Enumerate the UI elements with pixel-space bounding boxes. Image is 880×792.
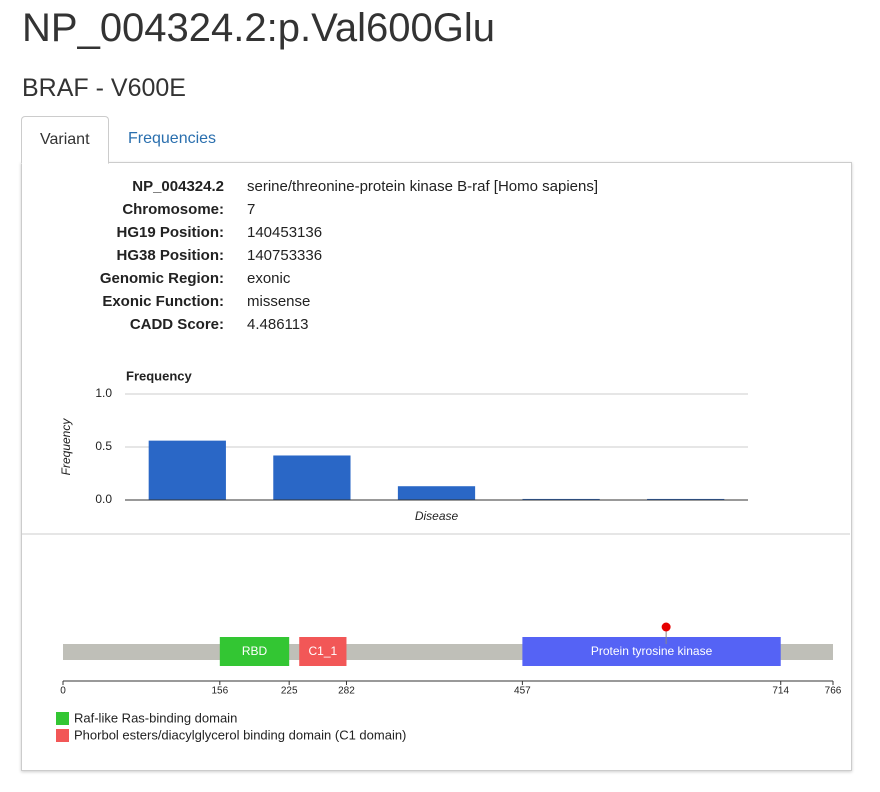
x-tick-label: 156 xyxy=(211,686,228,697)
domain-label: C1_1 xyxy=(309,644,338,658)
detail-value: serine/threonine-protein kinase B-raf [H… xyxy=(247,178,598,195)
y-tick-label: 0.5 xyxy=(95,439,112,453)
detail-label: CADD Score: xyxy=(130,316,224,333)
detail-value: exonic xyxy=(247,270,291,287)
x-tick-label: 0 xyxy=(60,686,66,697)
panel xyxy=(21,162,852,771)
mutation-marker xyxy=(661,622,671,632)
detail-value: 4.486113 xyxy=(247,316,308,333)
bar xyxy=(522,498,600,500)
legend-label: Raf-like Ras-binding domain xyxy=(74,710,237,725)
domain xyxy=(219,637,290,666)
domain xyxy=(299,637,347,666)
y-tick-label: 0.0 xyxy=(95,492,112,506)
x-tick-label: 282 xyxy=(338,686,355,697)
x-axis-label: Disease xyxy=(415,509,459,523)
page-subtitle: BRAF - V600E xyxy=(22,74,186,102)
x-tick-label: 225 xyxy=(281,686,298,697)
detail-label: HG19 Position: xyxy=(116,224,224,241)
x-tick-label: 714 xyxy=(772,686,789,697)
y-tick-label: 1.0 xyxy=(95,386,112,400)
domain-label: Protein tyrosine kinase xyxy=(591,644,713,658)
detail-value: 140753336 xyxy=(247,247,322,264)
legend-swatch xyxy=(56,712,69,725)
detail-label: Exonic Function: xyxy=(102,293,224,310)
detail-value: missense xyxy=(247,293,310,310)
bar xyxy=(148,440,226,500)
bar xyxy=(273,455,351,500)
detail-label: NP_004324.2 xyxy=(132,178,224,195)
tab[interactable]: Variant xyxy=(21,116,109,164)
detail-value: 140453136 xyxy=(247,224,322,241)
bar xyxy=(647,498,725,500)
page-title: NP_004324.2:p.Val600Glu xyxy=(22,6,495,50)
x-tick-label: 766 xyxy=(825,686,842,697)
domain xyxy=(522,637,781,666)
detail-label: HG38 Position: xyxy=(116,247,224,264)
x-tick-label: 457 xyxy=(514,686,531,697)
chart-title: Frequency xyxy=(126,368,193,383)
domain-label: RBD xyxy=(242,644,268,658)
y-axis-label: Frequency xyxy=(59,418,73,476)
detail-label: Genomic Region: xyxy=(100,270,224,287)
legend-swatch xyxy=(56,729,69,742)
detail-value: 7 xyxy=(247,201,255,218)
bar xyxy=(397,486,476,500)
tab[interactable]: Frequencies xyxy=(128,130,217,147)
legend-label: Phorbol esters/diacylglycerol binding do… xyxy=(74,727,406,742)
detail-label: Chromosome: xyxy=(122,201,224,218)
